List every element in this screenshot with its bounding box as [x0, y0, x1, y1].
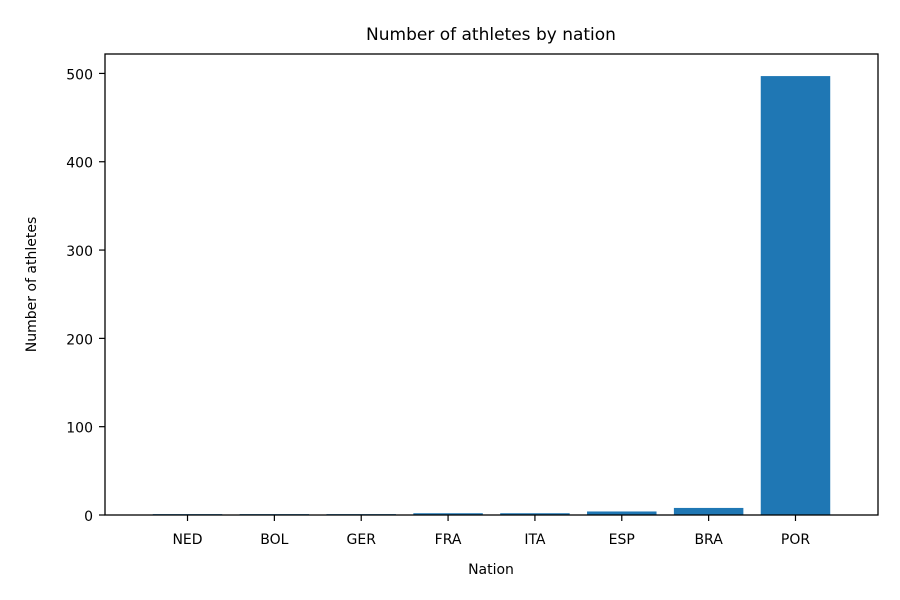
bar-fra [413, 513, 483, 515]
x-tick-label: GER [347, 532, 377, 548]
bar-por [760, 76, 831, 515]
y-tick-label: 300 [66, 244, 93, 260]
x-tick-label: BOL [260, 532, 288, 548]
plot-frame [104, 53, 879, 516]
x-tick-label: FRA [435, 532, 462, 548]
y-tick-label: 100 [66, 421, 93, 437]
y-tick-label: 200 [66, 332, 93, 348]
bars-group [152, 76, 831, 515]
chart-title: Number of athletes by nation [366, 25, 616, 45]
y-tick-label: 400 [66, 156, 93, 172]
x-tick-label: ITA [524, 532, 546, 548]
bar-bra [673, 507, 744, 515]
x-tick-label: POR [781, 532, 810, 548]
x-axis: NED BOL GER FRA ITA ESP BRA POR [172, 515, 810, 548]
y-tick-label: 500 [66, 67, 93, 83]
bar-esp [587, 511, 657, 515]
y-axis-label: Number of athletes [24, 217, 40, 352]
y-tick-label: 0 [84, 509, 93, 525]
x-axis-label: Nation [468, 562, 514, 578]
x-tick-label: ESP [609, 532, 635, 548]
y-axis: 0 100 200 300 400 500 [66, 67, 105, 525]
x-tick-label: BRA [694, 532, 723, 548]
bar-ita [500, 513, 570, 515]
x-tick-label: NED [172, 532, 202, 548]
